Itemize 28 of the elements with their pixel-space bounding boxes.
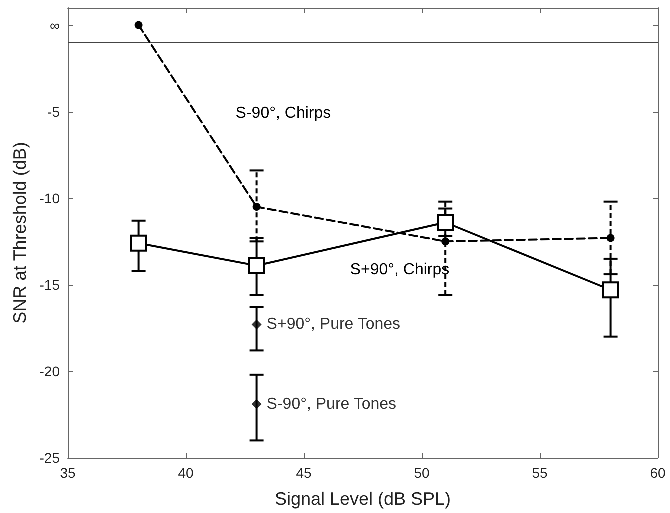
series-label: S+90°, Pure Tones [266,316,401,334]
point [252,203,261,212]
y-axis-title: SNR at Threshold (dB) [10,142,30,324]
y-tick-label: -15 [40,276,60,293]
y-tick-label: -10 [40,190,60,206]
x-tick-label: 35 [60,465,76,481]
point [248,257,266,274]
series-label: S+90°, Chirps [350,261,450,278]
point [606,234,615,242]
point [252,399,262,410]
x-tick-label: 50 [414,465,430,481]
y-tick-label: -25 [40,450,60,466]
series-label: S-90°, Pure Tones [266,396,397,413]
point [442,238,450,246]
y-tick-label: ∞ [50,17,60,34]
x-tick-label: 40 [178,465,194,481]
series-label: S-90°, Chirps [236,104,332,122]
x-tick-label: 45 [296,465,312,481]
y-tick-label: -5 [48,104,60,120]
y-tick-label: -20 [40,363,60,380]
x-tick-label: 55 [532,465,548,481]
point [134,21,143,30]
point [252,320,262,330]
point [602,282,620,299]
x-tick-label: 60 [650,465,666,481]
x-axis-title: Signal Level (dB SPL) [274,489,452,509]
point [437,214,454,232]
point [130,234,148,252]
